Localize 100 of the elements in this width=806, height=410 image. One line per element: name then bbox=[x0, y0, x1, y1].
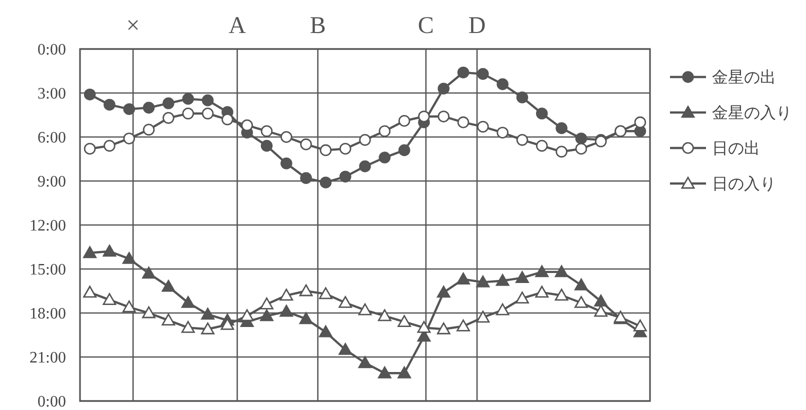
point bbox=[556, 122, 568, 134]
point bbox=[496, 126, 508, 138]
legend-label: 日の出 bbox=[712, 138, 760, 158]
point bbox=[477, 120, 489, 133]
point bbox=[476, 276, 490, 288]
point bbox=[338, 296, 352, 308]
y-tick-label: 12:00 bbox=[30, 218, 66, 235]
point bbox=[162, 280, 176, 292]
point bbox=[378, 125, 391, 138]
point bbox=[280, 304, 294, 317]
point bbox=[280, 131, 292, 143]
point bbox=[476, 310, 490, 323]
point bbox=[398, 114, 410, 127]
point bbox=[378, 309, 392, 322]
point bbox=[181, 296, 195, 308]
point bbox=[122, 300, 136, 312]
point bbox=[359, 160, 371, 172]
point bbox=[358, 356, 372, 368]
point bbox=[318, 287, 332, 300]
point bbox=[359, 134, 371, 146]
point bbox=[280, 158, 292, 170]
point bbox=[417, 320, 431, 333]
point bbox=[457, 116, 470, 128]
point bbox=[83, 246, 97, 258]
y-tick-label: 6:00 bbox=[38, 130, 66, 147]
point bbox=[536, 108, 548, 120]
point bbox=[122, 252, 136, 264]
point bbox=[594, 294, 608, 306]
point bbox=[83, 286, 97, 298]
point bbox=[102, 244, 116, 257]
point bbox=[516, 292, 529, 304]
y-tick-label: 9:00 bbox=[38, 174, 66, 191]
y-tick-label: 0:00 bbox=[38, 394, 66, 410]
point bbox=[300, 172, 312, 184]
point bbox=[496, 274, 510, 286]
point bbox=[260, 309, 274, 322]
point bbox=[260, 140, 273, 152]
point bbox=[318, 325, 332, 338]
point bbox=[142, 124, 155, 136]
point bbox=[398, 315, 412, 327]
point bbox=[358, 303, 372, 316]
point bbox=[436, 322, 450, 334]
point bbox=[496, 78, 508, 90]
y-tick-label: 3:00 bbox=[38, 86, 66, 103]
text: B bbox=[310, 13, 326, 39]
point bbox=[142, 266, 156, 279]
point bbox=[378, 366, 392, 378]
point bbox=[123, 103, 136, 116]
y-tick-label: 18:00 bbox=[30, 306, 66, 323]
point bbox=[338, 342, 352, 355]
point bbox=[320, 144, 332, 156]
point bbox=[633, 320, 647, 332]
point bbox=[339, 170, 352, 182]
point bbox=[142, 306, 156, 318]
point bbox=[182, 92, 194, 105]
point bbox=[260, 298, 274, 310]
point bbox=[535, 265, 549, 278]
point bbox=[182, 108, 194, 120]
point bbox=[123, 132, 136, 144]
point bbox=[456, 272, 470, 284]
point bbox=[162, 97, 174, 110]
text: D bbox=[468, 13, 486, 39]
point bbox=[574, 296, 588, 308]
point bbox=[104, 140, 116, 152]
point bbox=[201, 322, 214, 334]
text: C bbox=[418, 13, 434, 39]
point bbox=[438, 82, 450, 94]
point bbox=[162, 314, 176, 326]
point bbox=[418, 110, 430, 122]
point bbox=[398, 366, 412, 378]
point bbox=[102, 293, 116, 305]
point bbox=[202, 108, 214, 120]
y-tick-label: 15:00 bbox=[30, 262, 66, 279]
point bbox=[162, 112, 174, 124]
legend-label: 金星の入り bbox=[712, 103, 792, 122]
point bbox=[280, 288, 294, 301]
point bbox=[84, 88, 96, 100]
point bbox=[320, 176, 332, 188]
point bbox=[220, 318, 234, 330]
point bbox=[477, 68, 489, 80]
point bbox=[456, 320, 470, 332]
point bbox=[339, 142, 352, 155]
y-tick-label: 21:00 bbox=[30, 350, 66, 367]
point bbox=[575, 132, 588, 144]
point bbox=[594, 304, 608, 317]
y-tick-label: 0:00 bbox=[38, 42, 66, 59]
legend-label: 金星の出 bbox=[712, 68, 776, 87]
point bbox=[438, 110, 450, 122]
point bbox=[554, 288, 568, 301]
point bbox=[181, 320, 195, 333]
point bbox=[516, 271, 529, 283]
point bbox=[202, 94, 214, 106]
point bbox=[260, 125, 273, 138]
point bbox=[634, 116, 646, 128]
point bbox=[516, 134, 528, 146]
point bbox=[84, 142, 96, 155]
text: × bbox=[126, 13, 140, 39]
point bbox=[104, 98, 116, 111]
point bbox=[457, 66, 470, 78]
point bbox=[398, 144, 410, 156]
